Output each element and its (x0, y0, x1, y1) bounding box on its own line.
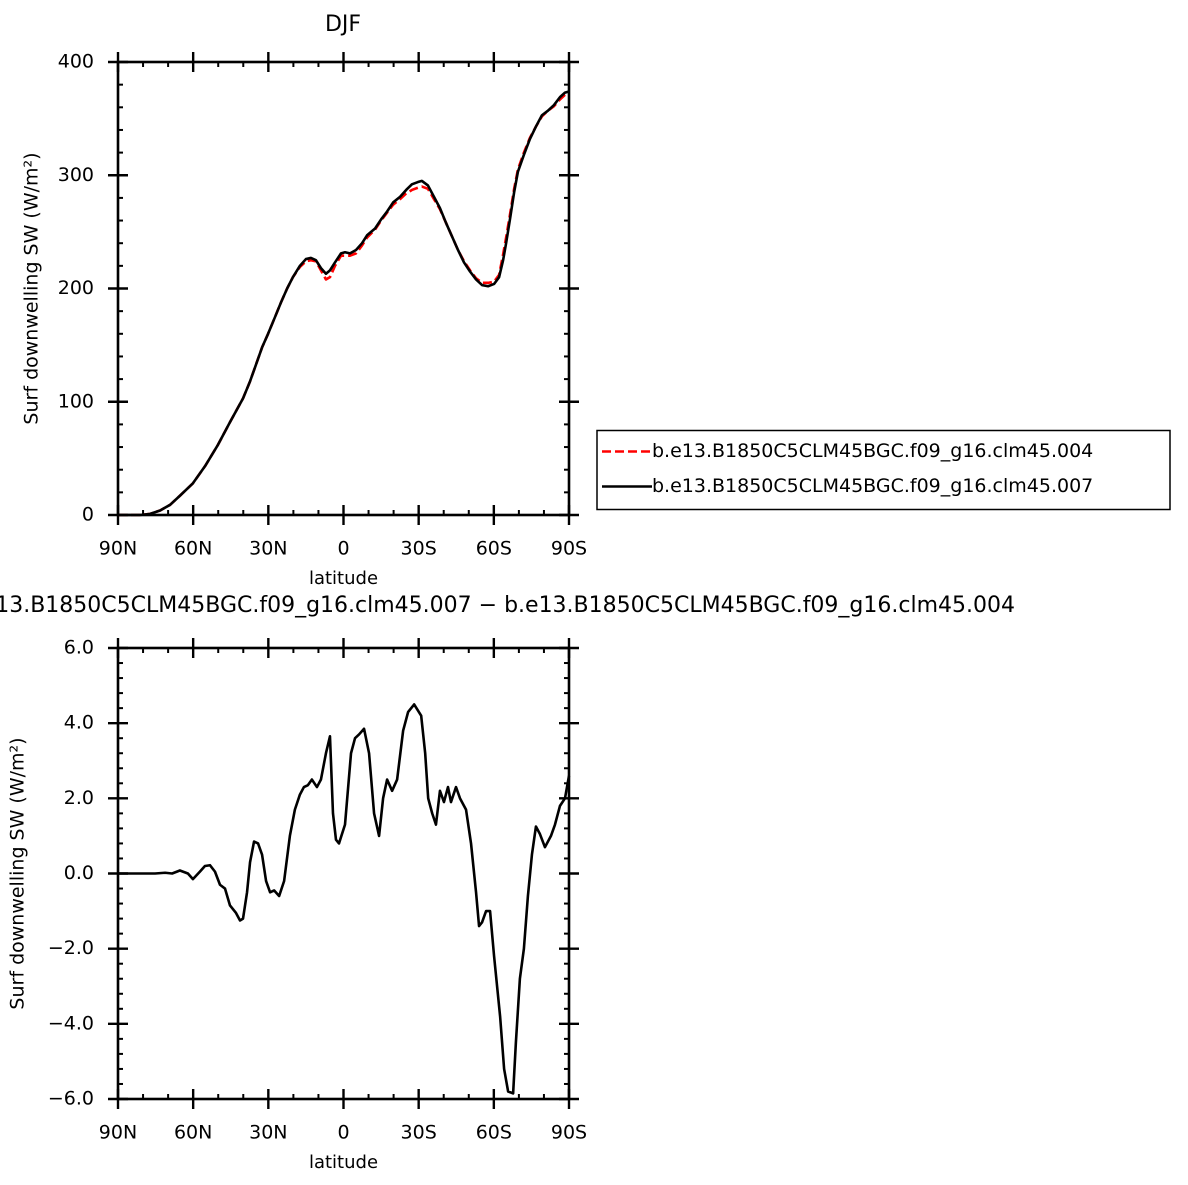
x-tick-label: 60N (174, 1122, 212, 1144)
y-tick-label: 200 (58, 277, 94, 299)
y-axis-label: Surf downwelling SW (W/m²) (21, 152, 43, 424)
y-tick-label: −6.0 (48, 1088, 94, 1110)
y-tick-label: −2.0 (48, 937, 94, 959)
x-tick-label: 30N (249, 1122, 287, 1144)
x-tick-label: 30S (401, 1122, 437, 1144)
plot-frame (116, 646, 571, 1101)
legend-box (596, 429, 1171, 511)
y-tick-label: 400 (58, 51, 94, 73)
x-tick-label: 90S (551, 1122, 587, 1144)
x-tick-label: 60S (476, 1122, 512, 1144)
x-tick-label: 0 (337, 538, 349, 560)
legend-label: b.e13.B1850C5CLM45BGC.f09_g16.clm45.004 (652, 440, 1093, 462)
series-line (118, 90, 570, 517)
y-tick-label: 2.0 (64, 787, 94, 809)
x-axis-label: latitude (309, 568, 378, 589)
y-tick-label: 300 (58, 164, 94, 186)
chart-title: b.e13.B1850C5CLM45BGC.f09_g16.clm45.007 … (0, 593, 1015, 618)
y-axis-label: Surf downwelling SW (W/m²) (7, 737, 29, 1009)
y-tick-label: 6.0 (64, 637, 94, 659)
plot-frame (116, 60, 571, 517)
chart-title: DJF (325, 12, 361, 37)
y-tick-label: 4.0 (64, 712, 94, 734)
x-tick-label: 0 (337, 1122, 349, 1144)
series-line (118, 93, 569, 517)
x-axis-label: latitude (309, 1152, 378, 1173)
y-tick-label: 0 (82, 504, 94, 526)
x-tick-label: 90N (99, 538, 137, 560)
series-line (118, 703, 571, 1095)
x-tick-label: 60S (476, 538, 512, 560)
y-tick-label: −4.0 (48, 1012, 94, 1034)
y-tick-label: 100 (58, 390, 94, 412)
y-tick-label: 0.0 (64, 862, 94, 884)
x-tick-label: 90N (99, 1122, 137, 1144)
x-tick-label: 90S (551, 538, 587, 560)
x-tick-label: 60N (174, 538, 212, 560)
x-tick-label: 30N (249, 538, 287, 560)
x-tick-label: 30S (401, 538, 437, 560)
legend-label: b.e13.B1850C5CLM45BGC.f09_g16.clm45.007 (652, 475, 1093, 497)
